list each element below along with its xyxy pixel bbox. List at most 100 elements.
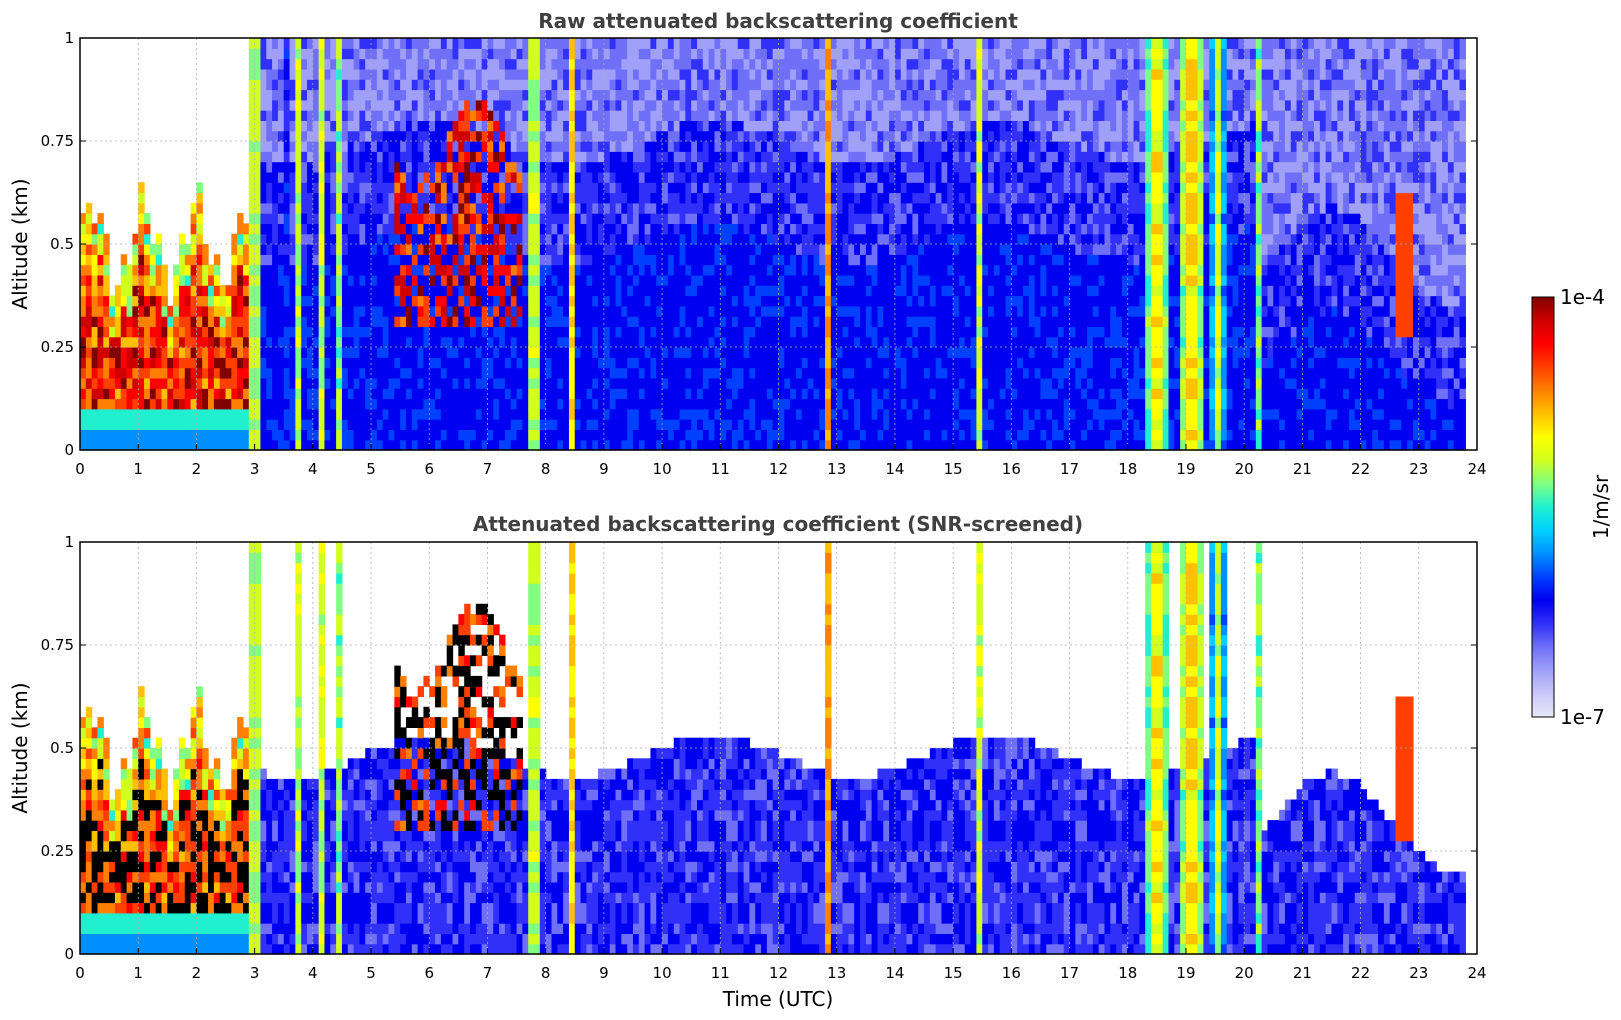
heatmap-cell <box>405 182 413 194</box>
heatmap-cell <box>656 254 663 266</box>
heatmap-cell <box>353 233 360 245</box>
heatmap-cell <box>586 120 593 132</box>
heatmap-cell <box>609 48 617 60</box>
heatmap-cell <box>178 419 186 430</box>
heatmap-cell <box>248 336 256 348</box>
heatmap-cell <box>417 295 425 307</box>
heatmap-cell <box>836 264 844 276</box>
heatmap-cell <box>312 151 320 163</box>
heatmap-cell <box>452 182 459 194</box>
heatmap-cell <box>91 295 99 307</box>
heatmap-cell <box>272 347 279 358</box>
heatmap-cell <box>376 141 384 152</box>
heatmap-cell <box>743 388 750 400</box>
heatmap-cell <box>737 305 745 317</box>
heatmap-cell <box>801 429 809 441</box>
heatmap-cell <box>889 377 896 389</box>
heatmap-cell <box>761 429 768 441</box>
heatmap-cell <box>819 161 826 173</box>
heatmap-cell <box>702 58 710 70</box>
heatmap-cell <box>365 213 372 224</box>
heatmap-cell <box>504 202 512 214</box>
heatmap-cell <box>493 408 500 420</box>
heatmap-cell <box>510 89 518 101</box>
heatmap-cell <box>388 151 395 163</box>
heatmap-cell <box>615 357 622 369</box>
heatmap-cell <box>388 89 395 101</box>
heatmap-cell <box>85 377 93 389</box>
heatmap-cell <box>644 305 652 317</box>
heatmap-cell <box>865 182 873 194</box>
heatmap-cell <box>330 223 337 235</box>
heatmap-cell <box>277 357 285 369</box>
heatmap-cell <box>667 377 675 389</box>
heatmap-cell <box>662 151 669 163</box>
heatmap-cell <box>85 264 93 276</box>
heatmap-cell <box>394 89 401 101</box>
heatmap-cell <box>697 213 704 224</box>
heatmap-cell <box>487 192 494 204</box>
heatmap-cell <box>493 295 500 307</box>
heatmap-cell <box>667 347 675 358</box>
heatmap-cell <box>772 141 780 152</box>
heatmap-cell <box>708 439 716 451</box>
heatmap-cell <box>429 367 436 379</box>
heatmap-cell <box>586 285 593 297</box>
heatmap-cell <box>307 79 314 91</box>
heatmap-cell <box>743 130 750 142</box>
heatmap-cell <box>714 110 721 121</box>
heatmap-cell <box>883 48 890 60</box>
heatmap-cell <box>382 357 390 369</box>
heatmap-cell <box>324 233 331 245</box>
heatmap-cell <box>173 264 180 276</box>
heatmap-cell <box>365 336 372 348</box>
heatmap-cell <box>539 408 547 420</box>
heatmap-cell <box>341 110 349 121</box>
heatmap-cell <box>528 326 535 338</box>
heatmap-cell <box>784 326 791 338</box>
heatmap-cell <box>504 38 512 49</box>
heatmap-cell <box>667 388 675 400</box>
heatmap-cell <box>237 316 244 327</box>
heatmap-cell <box>376 110 384 121</box>
heatmap-cell <box>318 99 326 111</box>
heatmap-cell <box>359 171 366 183</box>
heatmap-cell <box>382 439 390 451</box>
heatmap-cell <box>80 316 87 327</box>
heatmap-cell <box>371 244 378 255</box>
heatmap-cell <box>382 316 390 327</box>
heatmap-cell <box>208 336 215 348</box>
heatmap-cell <box>248 388 256 400</box>
heatmap-cell <box>720 161 727 173</box>
heatmap-cell <box>516 130 523 142</box>
heatmap-cell <box>574 254 582 266</box>
heatmap-cell <box>883 89 890 101</box>
heatmap-cell <box>563 202 570 214</box>
heatmap-cell <box>126 429 133 441</box>
heatmap-cell <box>499 223 506 235</box>
heatmap-cell <box>854 377 861 389</box>
heatmap-cell <box>452 223 459 235</box>
heatmap-cell <box>120 367 128 379</box>
heatmap-cell <box>667 38 675 49</box>
heatmap-cell <box>248 357 256 369</box>
heatmap-cell <box>254 38 262 49</box>
heatmap-cell <box>277 141 285 152</box>
heatmap-cell <box>702 264 710 276</box>
heatmap-cell <box>411 398 419 410</box>
heatmap-cell <box>836 120 844 132</box>
heatmap-cell <box>470 316 477 327</box>
heatmap-cell <box>97 357 104 369</box>
heatmap-cell <box>778 99 785 111</box>
heatmap-cell <box>632 192 640 204</box>
heatmap-cell <box>807 419 815 430</box>
heatmap-cell <box>731 202 739 214</box>
heatmap-cell <box>301 336 308 348</box>
heatmap-cell <box>784 408 791 420</box>
heatmap-cell <box>795 336 803 348</box>
heatmap-cell <box>248 316 256 327</box>
heatmap-cell <box>574 161 582 173</box>
heatmap-cell <box>353 89 360 101</box>
heatmap-cell <box>382 285 390 297</box>
heatmap-cell <box>865 151 873 163</box>
